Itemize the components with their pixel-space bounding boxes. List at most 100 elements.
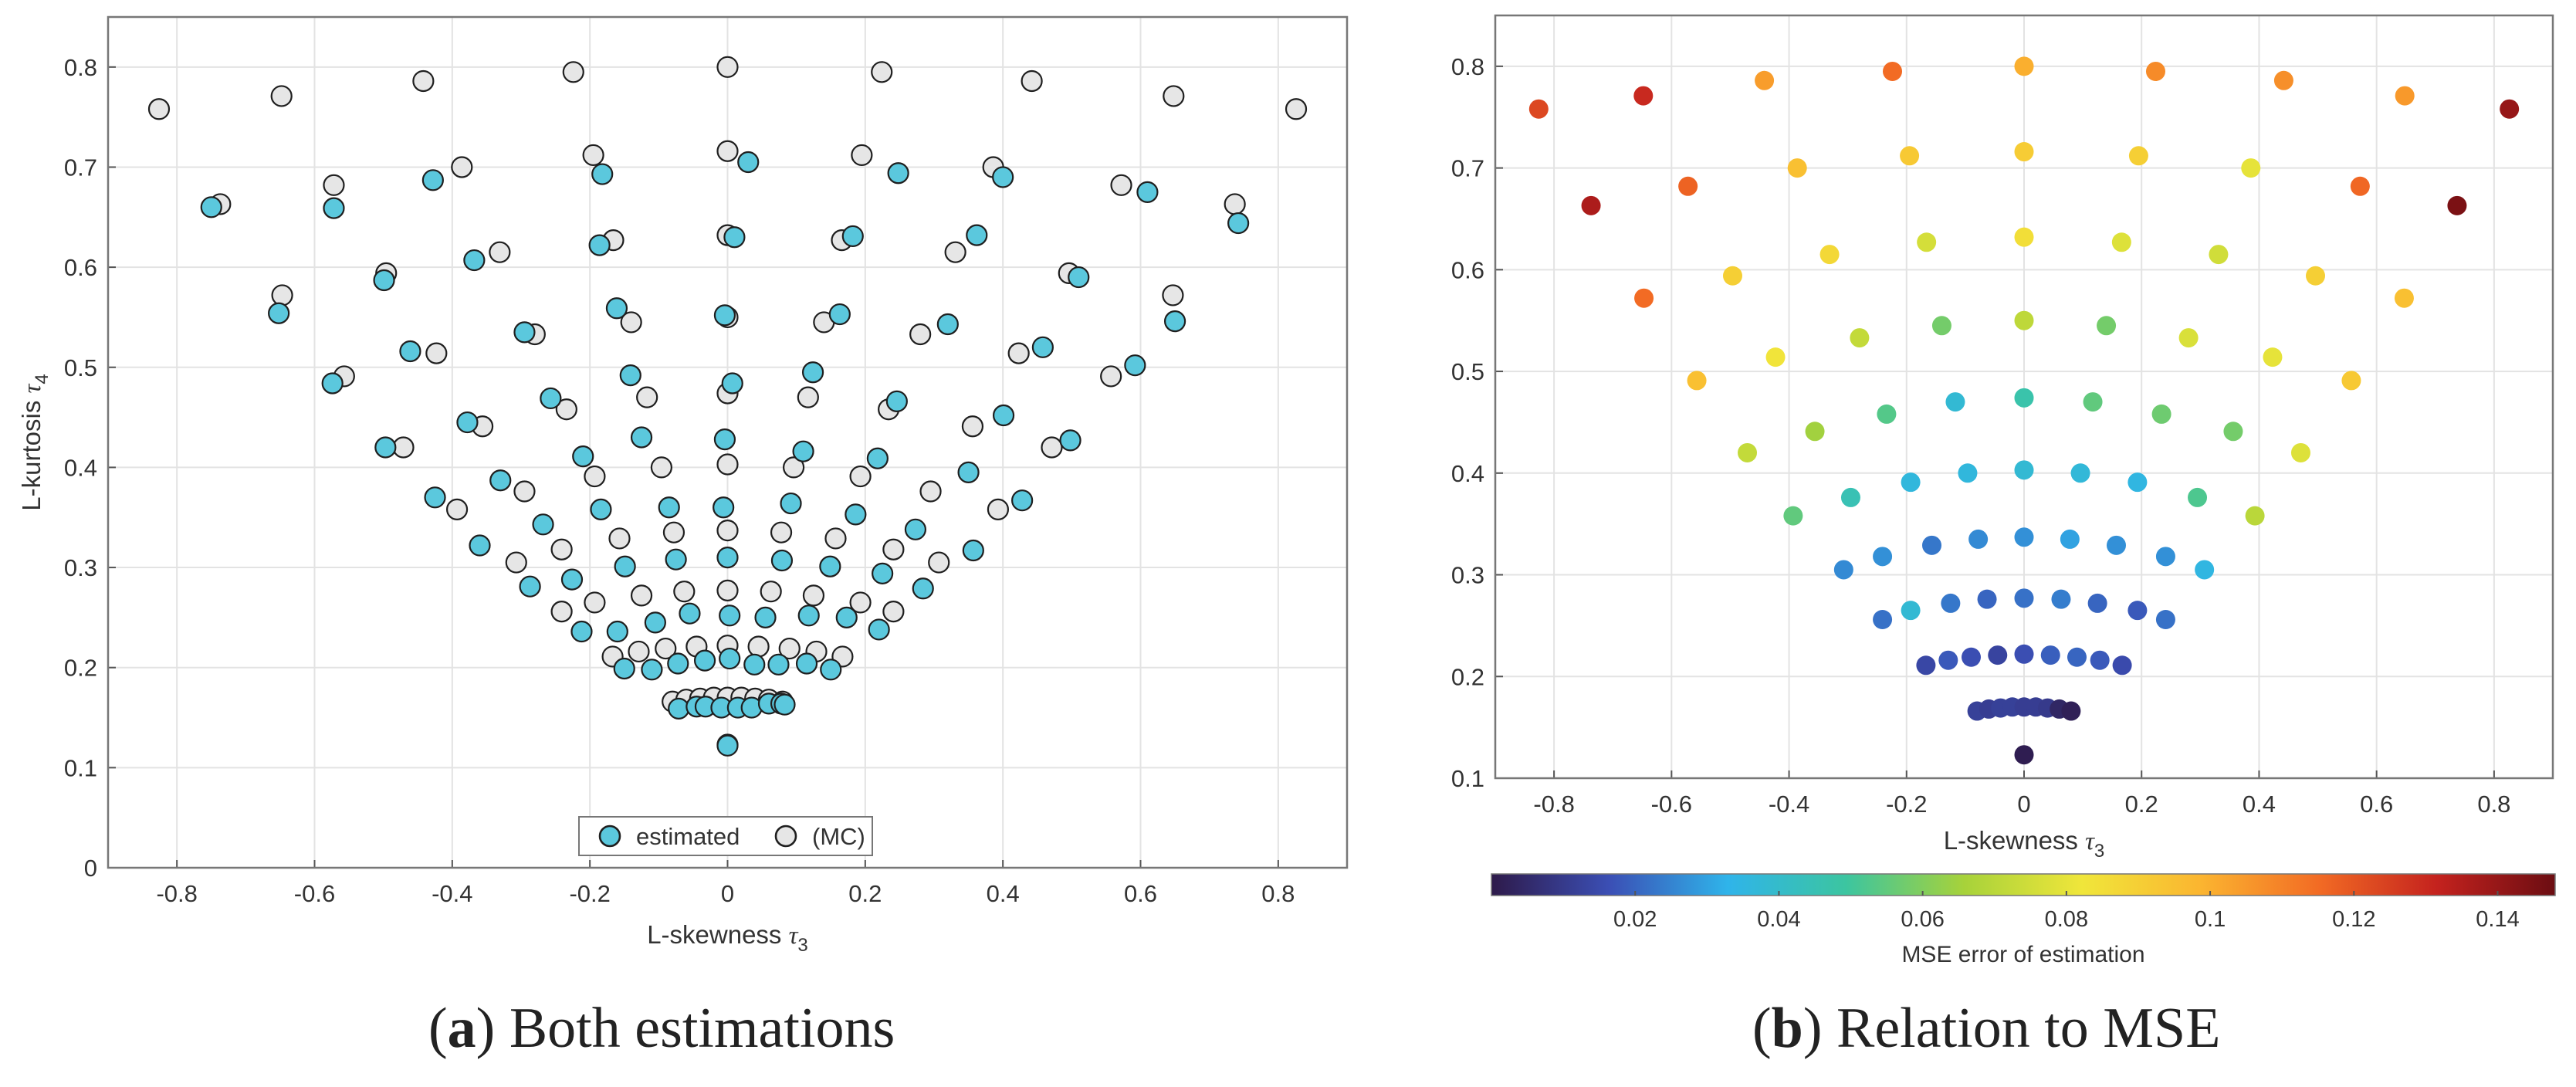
panel-a-point-estimated (590, 498, 612, 520)
panel-b-point (1945, 392, 1965, 412)
panel-b-point (1805, 422, 1825, 442)
panel-a-point-mc (550, 538, 573, 560)
panel-a-point-mc (662, 521, 685, 544)
panel-a-point-estimated (912, 577, 934, 600)
panel-a-point-estimated (630, 426, 653, 449)
panel-a-point-estimated (797, 604, 820, 627)
panel-a-point-mc (1162, 284, 1184, 306)
panel-a-point-mc (412, 69, 435, 93)
panel-b-point (2223, 422, 2243, 442)
panel-b-point (1941, 593, 1961, 613)
panel-b-point (1877, 404, 1897, 424)
panel-a-point-mc (716, 56, 739, 78)
panel-a-point-estimated (773, 693, 796, 716)
panel-a-point-mc (760, 581, 782, 603)
panel-a-point-mc (608, 527, 631, 550)
panel-a-point-estimated (1227, 212, 1250, 235)
panel-a-point-estimated (866, 447, 889, 469)
colorbar-tick-label: 0.06 (1901, 907, 1944, 932)
panel-b-point (2127, 601, 2148, 621)
panel-a-point-estimated (723, 226, 746, 249)
panel-b-point (2195, 560, 2215, 580)
panel-a-point-estimated (885, 390, 908, 412)
panel-a-point-estimated (658, 496, 680, 519)
panel-b-point (2014, 745, 2034, 765)
panel-a-point-mc (630, 584, 653, 607)
panel-b-point (1634, 288, 1654, 308)
panel-a-point-mc (1163, 85, 1185, 107)
panel-a-point-estimated (421, 169, 444, 191)
panel-a-point-mc (716, 579, 739, 601)
panel-b-point (1968, 529, 1989, 549)
caption-a-letter: a (447, 997, 476, 1060)
panel-a-point-estimated (1136, 181, 1159, 203)
panel-a-point-estimated (399, 340, 421, 363)
panel-a-point-mc (961, 415, 984, 438)
panel-b-point (2151, 404, 2171, 424)
panel-b-x-tick-label: 0.4 (2243, 791, 2276, 818)
panel-a-point-estimated (519, 575, 541, 598)
panel-a-point-mc (1021, 69, 1043, 93)
panel-a-point-mc (882, 538, 905, 560)
panel-b-x-tick-label: -0.4 (1769, 791, 1809, 818)
panel-a-point-mc (909, 323, 932, 346)
panel-b-point (2394, 288, 2414, 308)
panel-a-point-estimated (992, 166, 1014, 188)
panel-a-point-mc (628, 640, 650, 663)
panel-a-point-estimated (668, 697, 690, 720)
panel-a-point-mc (451, 156, 473, 178)
panel-a-point-mc (782, 456, 805, 479)
colorbar-tick-label: 0.08 (2045, 907, 2088, 932)
panel-a-point-estimated (841, 225, 864, 248)
panel-a-legend: estimated (MC) (578, 816, 873, 856)
panel-b-point (1755, 70, 1775, 90)
panel-b-point (2051, 589, 2071, 609)
panel-a-point-mc (716, 453, 739, 476)
panel-a-point-estimated (456, 411, 479, 434)
panel-a-point-estimated (887, 162, 909, 185)
panel-b-point (1988, 645, 2008, 665)
panel-a-point-mc (716, 140, 739, 162)
panel-a-point-mc (620, 311, 642, 334)
panel-a-point-estimated (1068, 266, 1090, 289)
panel-a-point-estimated (819, 555, 841, 577)
panel-a-point-estimated (904, 518, 927, 540)
panel-a-point-mc (323, 174, 345, 196)
panel-a-point-estimated (767, 653, 790, 676)
panel-a-point-mc (802, 584, 825, 607)
panel-a-point-estimated (644, 611, 666, 634)
panel-a-point-estimated (713, 496, 735, 519)
caption-b: (b) Relation to MSE (1752, 997, 2221, 1060)
panel-a-point-estimated (719, 647, 741, 670)
panel-a-point-mc (1110, 174, 1132, 196)
panel-a-y-tick-label: 0.8 (64, 54, 97, 81)
panel-b-point (2083, 392, 2103, 412)
colorbar-tick-label: 0.04 (1757, 907, 1800, 932)
panel-a-point-estimated (792, 440, 814, 462)
panel-b-point (2188, 487, 2208, 507)
caption-b-text: Relation to MSE (1836, 997, 2221, 1060)
panel-b-point (2245, 506, 2265, 526)
panel-a-point-estimated (770, 549, 794, 572)
panel-b-y-tick-label: 0.2 (1451, 663, 1484, 690)
panel-b-point (2178, 328, 2199, 348)
panel-a-point-estimated (613, 657, 635, 680)
panel-a-point-estimated (572, 445, 594, 468)
panel-a-point-estimated (619, 364, 641, 387)
panel-b-point (2014, 388, 2034, 408)
panel-a-x-tick-label: 0.6 (1124, 880, 1157, 907)
panel-a-point-estimated (513, 321, 536, 344)
panel-b-point (2341, 371, 2361, 391)
panel-a-point-estimated (992, 404, 1015, 427)
panel-a-axes-frame (107, 15, 1349, 869)
panel-b-point (2127, 472, 2148, 493)
panel-a-point-mc (747, 635, 770, 658)
panel-b-point (2061, 701, 2081, 721)
panel-b-point (1783, 506, 1803, 526)
panel-a-point-mc (849, 591, 872, 614)
panel-a-y-tick-label: 0.6 (64, 254, 97, 281)
panel-b-point (2040, 645, 2060, 665)
panel-b-point (2209, 245, 2229, 265)
panel-a-point-mc (582, 144, 604, 167)
panel-a-point-estimated (780, 492, 802, 515)
